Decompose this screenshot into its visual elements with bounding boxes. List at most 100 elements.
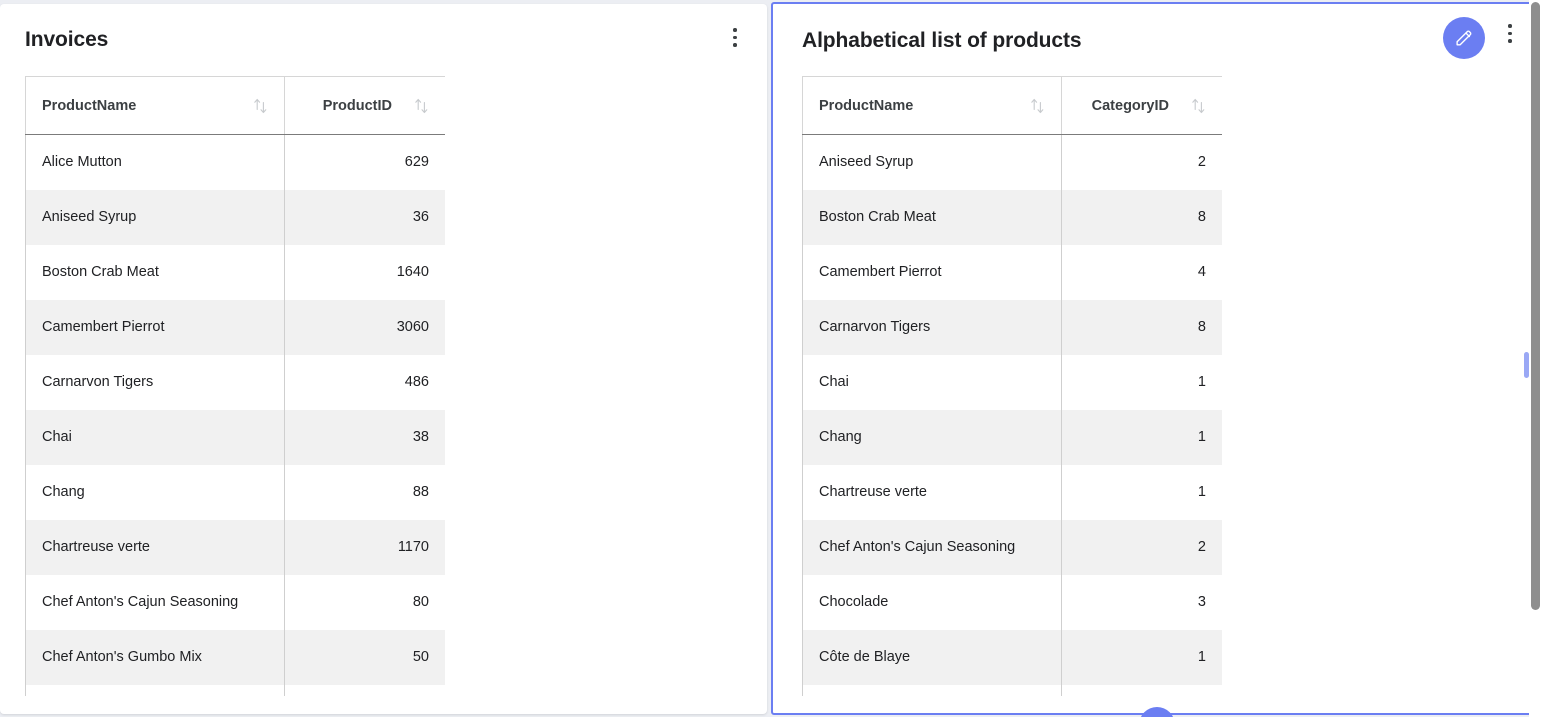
table-row[interactable]: Carnarvon Tigers 8 bbox=[802, 299, 1222, 355]
cell-product-name bbox=[802, 684, 1062, 696]
table-row[interactable]: Carnarvon Tigers 486 bbox=[25, 354, 445, 410]
page-scrollbar-thumb[interactable] bbox=[1531, 2, 1540, 610]
cell-product-name: Chang bbox=[802, 409, 1062, 465]
alphabetical-table-container[interactable]: ProductName CategoryID bbox=[802, 76, 1222, 696]
cell-value: 1 bbox=[1061, 629, 1222, 685]
cell-product-name bbox=[25, 684, 285, 696]
cell-value: 8 bbox=[1061, 189, 1222, 245]
pencil-icon bbox=[1456, 30, 1472, 46]
cell-value: 80 bbox=[284, 574, 445, 630]
cell-product-name: Chai bbox=[25, 409, 285, 465]
invoices-table: ProductName ProductID bbox=[25, 76, 445, 696]
cell-product-name: Alice Mutton bbox=[25, 134, 285, 190]
cell-value: 1 bbox=[1061, 354, 1222, 410]
cell-product-name: Carnarvon Tigers bbox=[802, 299, 1062, 355]
kebab-dot bbox=[733, 35, 737, 39]
cell-product-name: Chai bbox=[802, 354, 1062, 410]
cell-product-name: Chef Anton's Cajun Seasoning bbox=[802, 519, 1062, 575]
invoices-table-body: Alice Mutton 629 Aniseed Syrup 36 Boston Cra… bbox=[25, 134, 445, 696]
sort-arrows-icon[interactable] bbox=[414, 97, 429, 115]
kebab-dot bbox=[733, 28, 737, 32]
cell-product-name: Chef Anton's Gumbo Mix bbox=[25, 629, 285, 685]
cell-value: 4 bbox=[1061, 244, 1222, 300]
cell-product-name: Chartreuse verte bbox=[25, 519, 285, 575]
table-header-row: ProductName CategoryID bbox=[802, 76, 1222, 135]
table-row[interactable]: Boston Crab Meat 1640 bbox=[25, 244, 445, 300]
table-row[interactable]: Chai 38 bbox=[25, 409, 445, 465]
table-row-partial bbox=[802, 684, 1222, 696]
table-row[interactable]: Aniseed Syrup 36 bbox=[25, 189, 445, 245]
column-header-categoryid[interactable]: CategoryID bbox=[1061, 76, 1222, 135]
table-row[interactable]: Chang 88 bbox=[25, 464, 445, 520]
table-row-partial bbox=[25, 684, 445, 696]
panel-alphabetical-title: Alphabetical list of products bbox=[802, 29, 1082, 52]
kebab-dot bbox=[1508, 39, 1512, 43]
invoices-table-container[interactable]: ProductName ProductID bbox=[25, 76, 445, 696]
cell-value: 486 bbox=[284, 354, 445, 410]
kebab-dot bbox=[1508, 24, 1512, 28]
table-row[interactable]: Camembert Pierrot 4 bbox=[802, 244, 1222, 300]
cell-product-name: Camembert Pierrot bbox=[25, 299, 285, 355]
kebab-menu-icon[interactable] bbox=[1498, 24, 1522, 54]
alphabetical-table-head: ProductName CategoryID bbox=[802, 76, 1222, 135]
cell-product-name: Camembert Pierrot bbox=[802, 244, 1062, 300]
page-scrollbar-track[interactable] bbox=[1529, 0, 1542, 717]
table-row[interactable]: Camembert Pierrot 3060 bbox=[25, 299, 445, 355]
cell-product-name: Boston Crab Meat bbox=[25, 244, 285, 300]
cell-product-name: Carnarvon Tigers bbox=[25, 354, 285, 410]
inner-scroll-indicator[interactable] bbox=[1524, 352, 1529, 378]
cell-product-name: Chocolade bbox=[802, 574, 1062, 630]
kebab-menu-icon[interactable] bbox=[723, 28, 747, 58]
table-header-row: ProductName ProductID bbox=[25, 76, 445, 135]
table-row[interactable]: Boston Crab Meat 8 bbox=[802, 189, 1222, 245]
cell-value bbox=[1061, 684, 1222, 696]
column-header-productname[interactable]: ProductName bbox=[25, 76, 285, 135]
cell-value: 36 bbox=[284, 189, 445, 245]
table-row[interactable]: Chef Anton's Cajun Seasoning 80 bbox=[25, 574, 445, 630]
cell-value: 50 bbox=[284, 629, 445, 685]
table-row[interactable]: Côte de Blaye 1 bbox=[802, 629, 1222, 685]
sort-arrows-icon[interactable] bbox=[1030, 97, 1045, 115]
sort-arrows-icon[interactable] bbox=[1191, 97, 1206, 115]
cell-product-name: Chef Anton's Cajun Seasoning bbox=[25, 574, 285, 630]
table-row[interactable]: Chef Anton's Cajun Seasoning 2 bbox=[802, 519, 1222, 575]
panel-alphabetical-header: Alphabetical list of products bbox=[773, 4, 1540, 76]
table-row[interactable]: Chartreuse verte 1170 bbox=[25, 519, 445, 575]
table-row[interactable]: Aniseed Syrup 2 bbox=[802, 134, 1222, 190]
column-header-productname[interactable]: ProductName bbox=[802, 76, 1062, 135]
cell-value: 1 bbox=[1061, 464, 1222, 520]
table-row[interactable]: Chai 1 bbox=[802, 354, 1222, 410]
panel-alphabetical-list-of-products[interactable]: Alphabetical list of products ProductNam… bbox=[771, 2, 1542, 715]
table-row[interactable]: Chocolade 3 bbox=[802, 574, 1222, 630]
cell-value: 38 bbox=[284, 409, 445, 465]
column-header-label: ProductName bbox=[42, 97, 137, 114]
alphabetical-table: ProductName CategoryID bbox=[802, 76, 1222, 696]
cell-value: 1170 bbox=[284, 519, 445, 575]
cell-product-name: Chartreuse verte bbox=[802, 464, 1062, 520]
kebab-dot bbox=[1508, 31, 1512, 35]
column-header-productid[interactable]: ProductID bbox=[284, 76, 445, 135]
cell-value: 88 bbox=[284, 464, 445, 520]
invoices-table-head: ProductName ProductID bbox=[25, 76, 445, 135]
cell-product-name: Aniseed Syrup bbox=[802, 134, 1062, 190]
alphabetical-table-body: Aniseed Syrup 2 Boston Crab Meat 8 Camembert… bbox=[802, 134, 1222, 696]
cell-product-name: Boston Crab Meat bbox=[802, 189, 1062, 245]
sort-arrows-icon[interactable] bbox=[253, 97, 268, 115]
table-row[interactable]: Chartreuse verte 1 bbox=[802, 464, 1222, 520]
cell-value: 1640 bbox=[284, 244, 445, 300]
panel-invoices-header: Invoices bbox=[0, 4, 767, 76]
cell-product-name: Aniseed Syrup bbox=[25, 189, 285, 245]
add-circle-icon[interactable] bbox=[1139, 707, 1175, 717]
panel-invoices-title: Invoices bbox=[25, 28, 109, 51]
cell-value: 629 bbox=[284, 134, 445, 190]
edit-panel-button[interactable] bbox=[1443, 17, 1485, 59]
cell-product-name: Côte de Blaye bbox=[802, 629, 1062, 685]
table-row[interactable]: Chef Anton's Gumbo Mix 50 bbox=[25, 629, 445, 685]
panel-invoices[interactable]: Invoices ProductName bbox=[0, 4, 767, 714]
table-row[interactable]: Chang 1 bbox=[802, 409, 1222, 465]
table-row[interactable]: Alice Mutton 629 bbox=[25, 134, 445, 190]
cell-value bbox=[284, 684, 445, 696]
kebab-dot bbox=[733, 43, 737, 47]
column-header-label: CategoryID bbox=[1091, 97, 1169, 114]
